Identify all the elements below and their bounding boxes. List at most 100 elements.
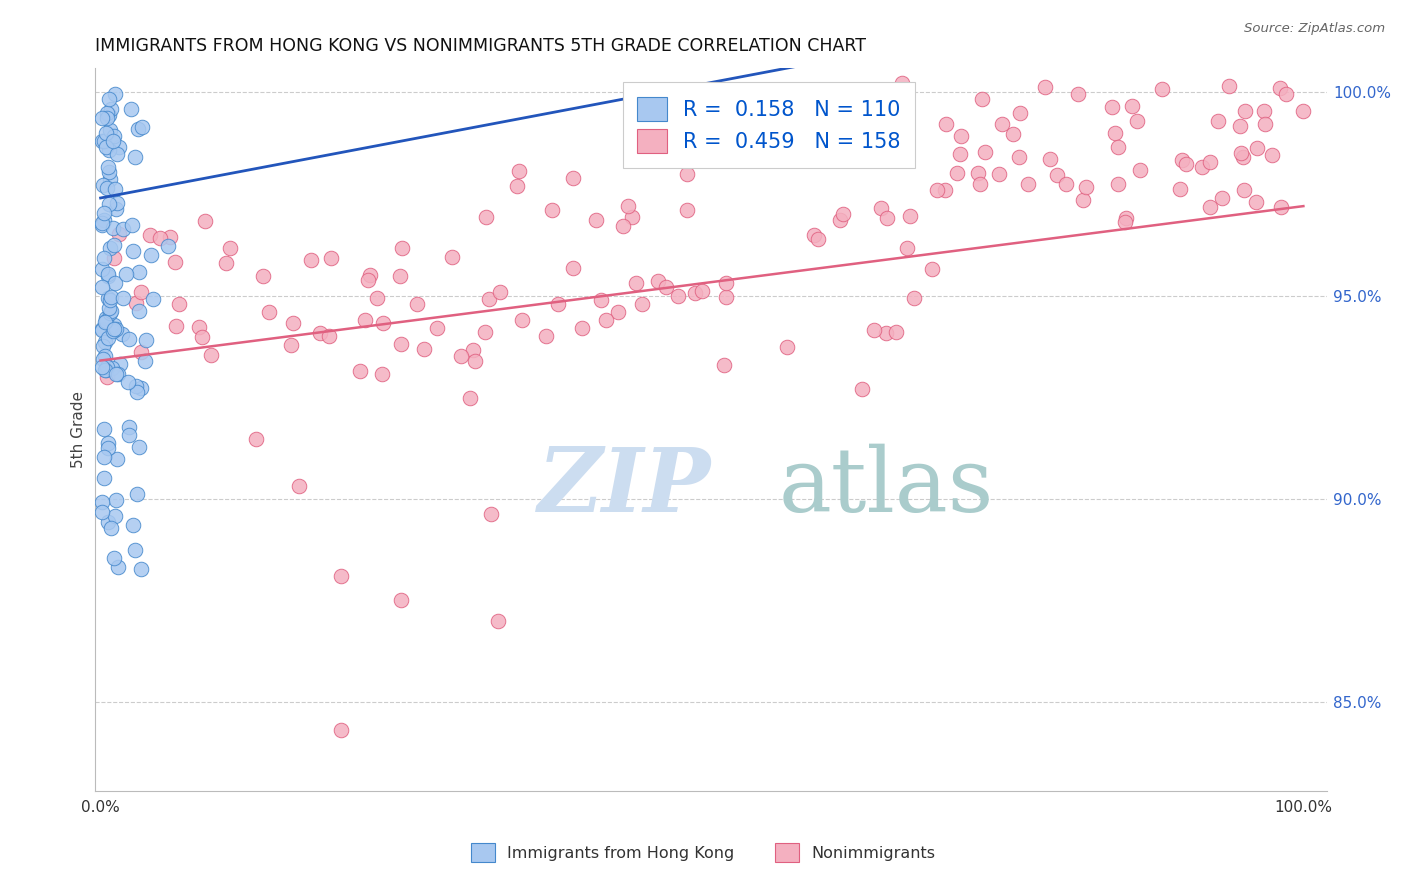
Point <box>125 486 148 500</box>
Point <box>945 165 967 179</box>
Point <box>215 256 238 270</box>
Point <box>97 267 120 281</box>
Point <box>159 230 181 244</box>
Point <box>103 134 125 148</box>
Point <box>870 202 893 216</box>
Point <box>831 207 853 221</box>
Point <box>97 515 120 529</box>
Point <box>1171 153 1194 168</box>
Point <box>128 304 150 318</box>
Point <box>127 121 149 136</box>
Point <box>139 248 162 262</box>
Point <box>129 381 152 395</box>
Point <box>389 593 412 607</box>
Point <box>97 291 120 305</box>
Point <box>851 382 873 396</box>
Point <box>93 422 115 436</box>
Point <box>98 171 121 186</box>
Point <box>389 337 412 351</box>
Point <box>589 293 612 307</box>
Point <box>98 123 121 137</box>
Point <box>789 152 811 166</box>
Point <box>349 363 371 377</box>
Point <box>903 291 925 305</box>
Point <box>318 329 340 343</box>
Legend: R =  0.158   N = 110, R =  0.459   N = 158: R = 0.158 N = 110, R = 0.459 N = 158 <box>623 82 915 168</box>
Point <box>94 315 117 329</box>
Point <box>93 134 115 148</box>
Point <box>595 313 617 327</box>
Point <box>121 518 143 533</box>
Point <box>647 274 669 288</box>
Point <box>474 325 496 339</box>
Point <box>103 238 125 252</box>
Point <box>94 126 117 140</box>
Point <box>714 277 737 291</box>
Point <box>104 182 127 196</box>
Point <box>97 331 120 345</box>
Point <box>93 339 115 353</box>
Point <box>93 206 115 220</box>
Point <box>103 318 125 333</box>
Point <box>1008 150 1031 164</box>
Point <box>807 231 830 245</box>
Point <box>1218 78 1240 93</box>
Point <box>124 150 146 164</box>
Point <box>489 285 512 299</box>
Point <box>100 361 122 376</box>
Point <box>125 385 148 400</box>
Point <box>98 306 121 320</box>
Point <box>94 350 117 364</box>
Point <box>163 255 186 269</box>
Point <box>191 330 214 344</box>
Point <box>218 241 240 255</box>
Point <box>1268 81 1291 95</box>
Point <box>1039 152 1062 166</box>
Point <box>287 479 309 493</box>
Point <box>475 210 498 224</box>
Point <box>309 326 332 340</box>
Point <box>138 228 160 243</box>
Point <box>666 288 689 302</box>
Point <box>1292 103 1315 118</box>
Point <box>93 213 115 227</box>
Point <box>252 268 274 283</box>
Point <box>93 471 115 485</box>
Point <box>96 111 118 125</box>
Point <box>120 102 142 116</box>
Point <box>149 230 172 244</box>
Point <box>108 227 131 241</box>
Point <box>1198 200 1220 214</box>
Point <box>98 242 121 256</box>
Point <box>98 92 121 106</box>
Point <box>371 367 394 381</box>
Point <box>1002 128 1025 142</box>
Point <box>1071 193 1094 207</box>
Point <box>1191 160 1213 174</box>
Point <box>107 140 129 154</box>
Point <box>100 303 122 318</box>
Point <box>1017 178 1039 192</box>
Point <box>121 218 143 232</box>
Point <box>1198 155 1220 169</box>
Point <box>100 290 122 304</box>
Point <box>683 285 706 300</box>
Point <box>91 351 114 366</box>
Point <box>676 167 699 181</box>
Point <box>96 360 118 375</box>
Point <box>606 305 628 319</box>
Point <box>950 128 973 143</box>
Point <box>1234 103 1257 118</box>
Point <box>91 505 114 519</box>
Point <box>508 164 530 178</box>
Point <box>620 211 643 225</box>
Point <box>935 117 957 131</box>
Point <box>1270 201 1292 215</box>
Point <box>1229 119 1251 133</box>
Point <box>1115 211 1137 226</box>
Point <box>93 178 115 193</box>
Point <box>194 214 217 228</box>
Point <box>94 363 117 377</box>
Text: ZIP: ZIP <box>538 444 711 531</box>
Point <box>713 358 735 372</box>
